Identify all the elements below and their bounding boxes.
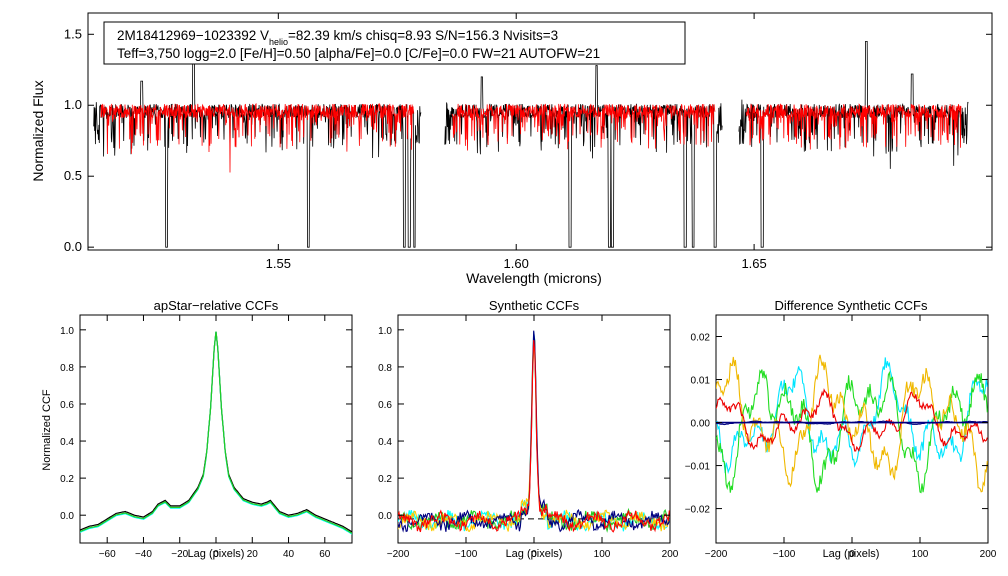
- synthetic-ccf-ytick-label: 0.6: [378, 400, 392, 411]
- spectrum-ytick-label: 0.0: [64, 239, 82, 254]
- synthetic-ccf-xtick-label: 200: [662, 549, 679, 560]
- apstar-ccf-ytick-label: 0.6: [60, 400, 74, 411]
- apstar-ccf-xtick-label: −60: [99, 549, 116, 560]
- synthetic-ccf-xtick-label: −200: [387, 549, 410, 560]
- spectrum-plot-frame: [87, 12, 993, 251]
- apstar-ccf-xtick-label: 20: [247, 549, 259, 560]
- spectrum-ytick-label: 1.0: [64, 97, 82, 112]
- synthetic-ccf-ytick-label: 0.4: [378, 437, 392, 448]
- difference-ccf-xtick-label: −100: [773, 549, 796, 560]
- difference-ccf-xtick-label: 0: [849, 549, 855, 560]
- spectrum-x-axis-title: Wavelength (microns): [466, 270, 602, 286]
- legend-line-1: 2M18412969−1023392 Vhelio=82.39 km/s chi…: [117, 28, 558, 47]
- difference-ccf-xtick-label: 200: [980, 549, 997, 560]
- spectrum-observed-line: [444, 65, 723, 248]
- apstar-ccf-axis-ticks: −60 −40 −20 0 20 40 60 0.0 0.2 0.4 0.6 0.8 1.0: [60, 315, 352, 560]
- apstar-ccf-ytick-label: 1.0: [60, 326, 74, 337]
- difference-ccf-plot-area: [716, 354, 988, 494]
- spectrum-model-line: [745, 103, 962, 150]
- difference-ccf-title: Difference Synthetic CCFs: [775, 298, 928, 313]
- synthetic-ccf-x-axis-title: Lag (pixels): [506, 548, 563, 560]
- synthetic-ccf-xtick-label: −100: [455, 549, 478, 560]
- apstar-ccf-plot-area: [80, 331, 352, 535]
- synthetic-ccf-ytick-label: 0.2: [378, 474, 392, 485]
- spectrum-ytick-label: 1.5: [64, 26, 82, 41]
- spectrum-xtick-label: 1.65: [741, 256, 766, 271]
- apstar-ccf-xtick-label: 40: [283, 549, 295, 560]
- spectrum-axis-ticks: 1.55 1.60 1.65 0.0 0.5 1.0 1.5: [64, 13, 992, 271]
- spectrum-xtick-label: 1.55: [266, 256, 291, 271]
- apstar-ccf-ytick-label: 0.4: [60, 437, 74, 448]
- spectrum-panel: 1.55 1.60 1.65 0.0 0.5 1.0 1.5 Wavelength (mic…: [30, 12, 993, 286]
- synthetic-ccf-plot-area: [398, 330, 670, 533]
- legend-stats: =82.39 km/s chisq=8.93 S/N=156.3 Nvisits…: [288, 28, 558, 43]
- apstar-ccf-xtick-label: 0: [213, 549, 219, 560]
- apstar-ccf-x-axis-title: Lag (pixels): [188, 548, 245, 560]
- spectrum-model-line: [451, 103, 716, 151]
- difference-ccf-xtick-label: 100: [912, 549, 929, 560]
- legend-star-and-velocity-label: 2M18412969−1023392 V: [117, 28, 269, 43]
- synthetic-ccf-ytick-label: 0.8: [378, 363, 392, 374]
- apstar-ccf-visit-2-line: [80, 331, 352, 534]
- difference-ccf-ytick-label: 0.02: [691, 333, 711, 344]
- spectrum-model-line: [100, 102, 415, 173]
- apstar-ccf-xtick-label: −20: [171, 549, 188, 560]
- apstar-ccf-y-axis-title: Normalized CCF: [41, 389, 53, 471]
- spectrum-ytick-label: 0.5: [64, 168, 82, 183]
- spectrum-y-axis-title: Normalized Flux: [30, 80, 46, 181]
- spectrum-plot-area: [93, 41, 969, 248]
- synthetic-ccf-xtick-label: 0: [531, 549, 537, 560]
- apstar-ccf-title: apStar−relative CCFs: [154, 298, 279, 313]
- apstar-ccf-ytick-label: 0.8: [60, 363, 74, 374]
- difference-ccf-diff-red-line: [716, 388, 988, 452]
- spectrum-legend-box: 2M18412969−1023392 Vhelio=82.39 km/s chi…: [103, 21, 686, 65]
- synthetic-ccf-ytick-label: 0.0: [378, 511, 392, 522]
- apstar-ccf-ytick-label: 0.2: [60, 474, 74, 485]
- difference-ccf-ytick-label: 0.00: [691, 419, 711, 430]
- difference-ccf-ytick-label: 0.01: [691, 376, 711, 387]
- legend-frame: [103, 21, 686, 65]
- legend-helio-subscript: helio: [269, 37, 288, 47]
- difference-ccf-panel: Difference Synthetic CCFs −200 −100 0 100 20…: [685, 298, 997, 560]
- legend-line-2: Teff=3,750 logg=2.0 [Fe/H]=0.50 [alpha/F…: [117, 46, 600, 61]
- synthetic-ccf-title: Synthetic CCFs: [489, 298, 580, 313]
- apstar-ccf-ytick-label: 0.0: [60, 511, 74, 522]
- synthetic-ccf-panel: Synthetic CCFs −200 −100 0 100 200 0.0 0.2 0.4 0…: [378, 298, 679, 560]
- synthetic-ccf-visit-e-line: [398, 340, 670, 533]
- synthetic-ccf-axis-ticks: −200 −100 0 100 200 0.0 0.2 0.4 0.6 0.8 1.0: [378, 315, 679, 560]
- spectrum-xtick-label: 1.60: [504, 256, 529, 271]
- synthetic-ccf-xtick-label: 100: [594, 549, 611, 560]
- difference-ccf-ytick-label: −0.01: [685, 462, 711, 473]
- difference-ccf-axis-ticks: −200 −100 0 100 200 −0.02 −0.01 0.00 0.01 0.02: [685, 315, 997, 560]
- apstar-ccf-xtick-label: −40: [135, 549, 152, 560]
- apstar-ccf-panel: apStar−relative CCFs −60 −40 −20 0 20 40 60 0.0…: [41, 298, 353, 560]
- difference-ccf-ytick-label: −0.02: [685, 505, 711, 516]
- difference-ccf-x-axis-title: Lag (pixels): [823, 548, 880, 560]
- difference-ccf-xtick-label: −200: [705, 549, 728, 560]
- synthetic-ccf-ytick-label: 1.0: [378, 326, 392, 337]
- apstar-ccf-xtick-label: 60: [319, 549, 331, 560]
